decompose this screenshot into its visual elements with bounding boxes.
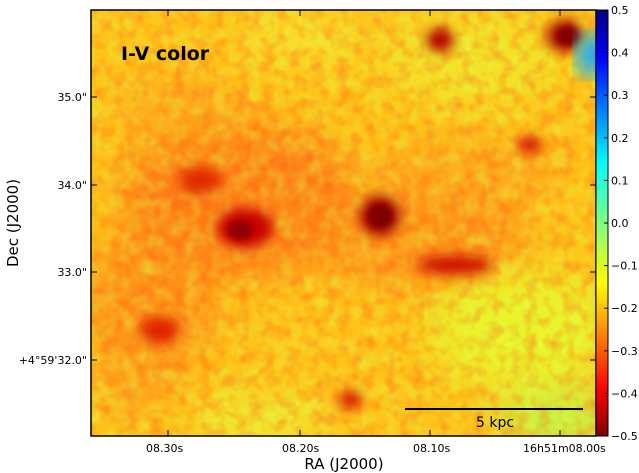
colorbar-tick-label: 0.3	[611, 89, 629, 102]
colorbar-tick-label: −0.4	[611, 387, 638, 400]
colorbar-tick-label: 0.0	[611, 217, 629, 230]
y-tick-label: 34.0"	[57, 179, 87, 192]
colorbar-tick-label: 0.5	[611, 4, 629, 17]
scale-bar-label: 5 kpc	[476, 415, 514, 431]
x-tick-label: 08.20s	[282, 442, 319, 455]
colorbar-tick-label: −0.5	[611, 430, 638, 443]
x-tick-label: 08.30s	[146, 442, 183, 455]
colorbar-tick-label: −0.1	[611, 260, 638, 273]
y-axis-title: Dec (J2000)	[4, 179, 22, 267]
colorbar-tick-label: −0.2	[611, 302, 638, 315]
x-tick-label: 16h51m08.00s	[523, 442, 606, 455]
colorbar-tick-label: 0.1	[611, 174, 629, 187]
color-annotation: I-V color	[121, 43, 210, 65]
y-tick-label: 33.0"	[57, 266, 87, 279]
y-tick-label: +4°59'32.0"	[19, 354, 87, 367]
x-axis-title: RA (J2000)	[304, 455, 383, 473]
y-tick-label: 35.0"	[57, 91, 87, 104]
color-map-image	[91, 10, 596, 436]
colorbar-tick-label: −0.3	[611, 345, 638, 358]
x-tick-label: 08.10s	[413, 442, 450, 455]
colorbar-tick-label: 0.4	[611, 47, 629, 60]
colorbar-tick-label: 0.2	[611, 132, 629, 145]
